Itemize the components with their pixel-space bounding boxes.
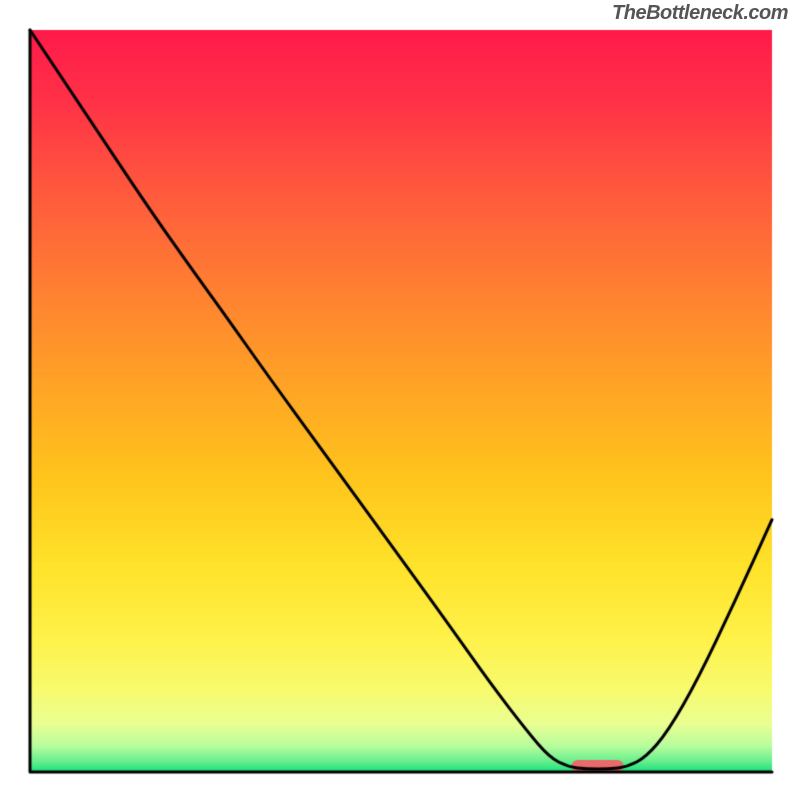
bottleneck-curve-chart	[0, 0, 800, 800]
chart-container: TheBottleneck.com	[0, 0, 800, 800]
attribution-watermark: TheBottleneck.com	[612, 2, 788, 25]
